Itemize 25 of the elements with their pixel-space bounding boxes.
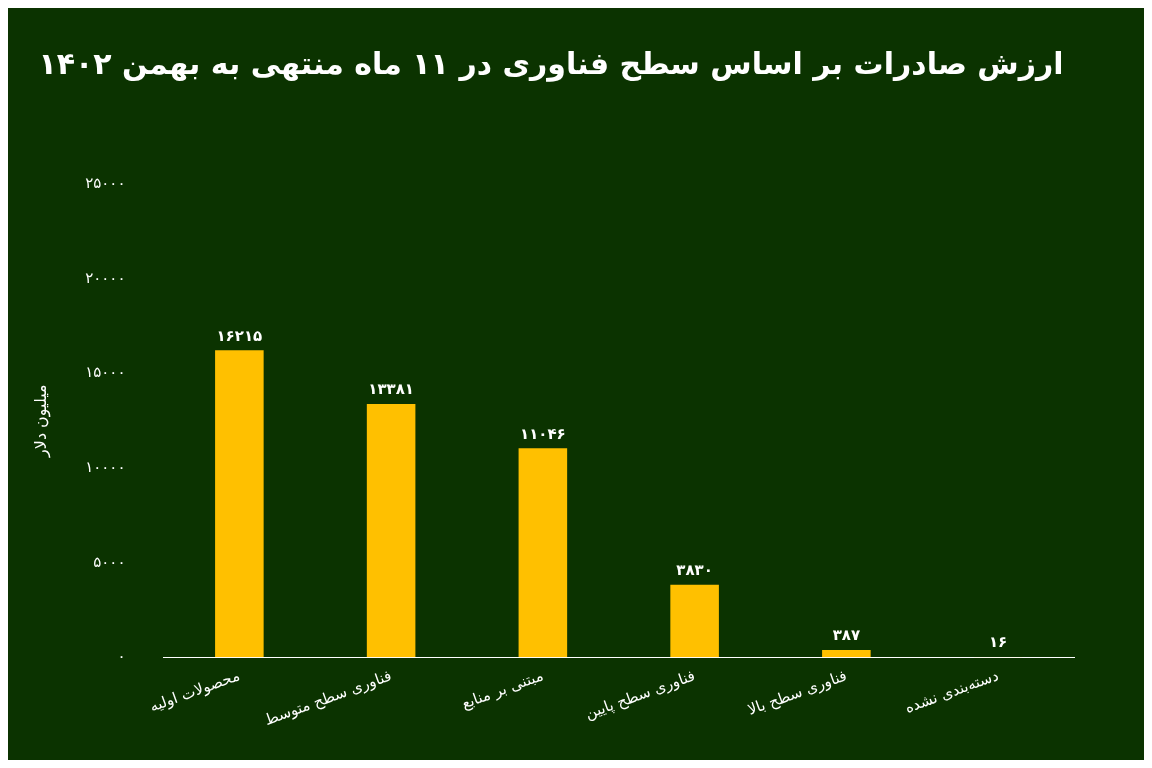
- y-tick-label: ۲۰۰۰۰: [85, 268, 126, 287]
- bar: [518, 448, 568, 658]
- data-label: ۱۶۲۱۵: [216, 326, 263, 345]
- x-tick-label: محصولات اولیه: [147, 666, 243, 716]
- y-tick-label: ۰: [117, 647, 126, 666]
- x-tick-label: فناوری سطح پایین: [582, 666, 698, 724]
- y-tick-label: ۲۵۰۰۰: [85, 173, 126, 192]
- x-tick-label: دسته‌بندی نشده: [902, 666, 1001, 717]
- bar: [822, 650, 871, 658]
- x-tick-label: فناوری سطح متوسط: [262, 666, 394, 729]
- x-tick-label: فناوری سطح بالا: [745, 666, 850, 719]
- data-label: ۳۸۷: [832, 626, 861, 645]
- x-tick-label: مبتنی بر منابع: [459, 666, 546, 713]
- y-tick-label: ۵۰۰۰: [93, 552, 126, 571]
- data-label: ۱۶: [988, 633, 1008, 652]
- bar: [215, 350, 264, 658]
- y-tick-label: ۱۰۰۰۰: [85, 457, 126, 476]
- y-axis-title: میلیون دلار: [30, 384, 51, 458]
- bar: [366, 404, 416, 658]
- data-label: ۳۸۳۰: [676, 561, 713, 580]
- data-label: ۱۱۰۴۶: [519, 424, 566, 443]
- chart-title: ارزش صادرات بر اساس سطح فناوری در ۱۱ ماه منتهی به بهمن ۱۴۰۲: [38, 45, 1064, 82]
- y-tick-label: ۱۵۰۰۰: [85, 363, 126, 382]
- bar: [670, 584, 719, 658]
- data-label: ۱۳۳۸۱: [368, 380, 414, 399]
